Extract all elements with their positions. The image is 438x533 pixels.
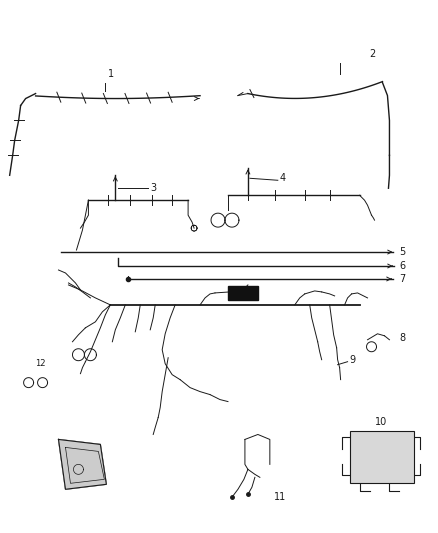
Text: 10: 10	[374, 417, 387, 427]
Text: 12: 12	[35, 359, 46, 368]
Text: 1: 1	[108, 69, 114, 78]
Text: 6: 6	[399, 261, 406, 271]
Polygon shape	[59, 439, 106, 489]
Text: 9: 9	[350, 354, 356, 365]
Text: 7: 7	[399, 274, 406, 284]
Text: 11: 11	[274, 492, 286, 502]
Text: 8: 8	[399, 333, 406, 343]
Text: 5: 5	[399, 247, 406, 257]
Bar	[228, 286, 258, 300]
Text: 2: 2	[370, 49, 376, 59]
Bar	[350, 432, 414, 483]
Text: 4: 4	[280, 173, 286, 183]
Text: 3: 3	[150, 183, 156, 193]
